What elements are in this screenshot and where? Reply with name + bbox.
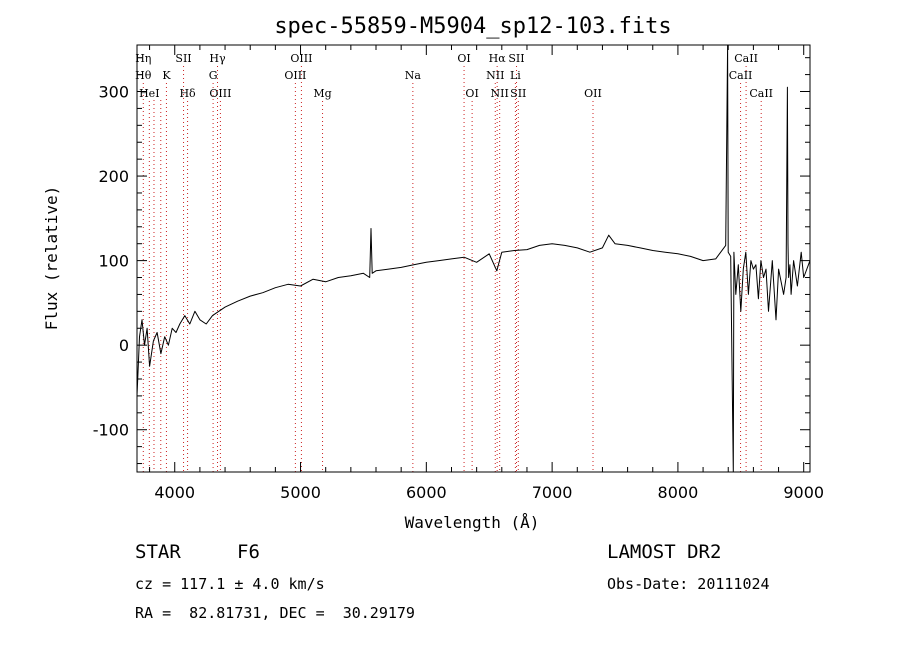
plot-frame bbox=[136, 44, 811, 473]
y-tick-label-0: -100 bbox=[93, 421, 129, 440]
x-axis-ticks: 4000 5000 6000 7000 8000 9000 bbox=[149, 45, 824, 502]
line-label-18-0: NII bbox=[491, 87, 509, 100]
redshift-readout: cz = 117.1 ± 4.0 km/s bbox=[135, 575, 325, 593]
y-tick-label-2: 100 bbox=[98, 252, 129, 271]
object-class: STAR bbox=[135, 541, 181, 563]
line-label-11-0: OIII bbox=[290, 52, 312, 65]
line-label-13-0: Na bbox=[405, 69, 422, 82]
line-label-23-0: CaII bbox=[729, 69, 753, 82]
line-label-0-0: Hη bbox=[135, 52, 151, 65]
line-label-12-0: Mg bbox=[313, 87, 331, 100]
x-tick-label-0: 4000 bbox=[154, 483, 195, 502]
x-axis-label: Wavelength (Å) bbox=[405, 513, 540, 532]
line-label-16-0: NII bbox=[486, 69, 504, 82]
line-label-5-0: SII bbox=[175, 52, 191, 65]
line-label-1-0: HeI bbox=[139, 87, 159, 100]
line-label-17-0: Hα bbox=[489, 52, 507, 65]
line-label-24-0: CaII bbox=[734, 52, 758, 65]
x-tick-label-3: 7000 bbox=[532, 483, 573, 502]
line-label-6-0: Hδ bbox=[179, 87, 196, 100]
y-tick-label-1: 0 bbox=[119, 336, 129, 355]
line-label-15-0: OI bbox=[465, 87, 478, 100]
line-label-14-0: OI bbox=[457, 52, 470, 65]
line-label-25-0: CaII bbox=[749, 87, 773, 100]
spectrum-line-0 bbox=[136, 44, 811, 473]
line-label-10-0: OIII bbox=[284, 69, 306, 82]
object-subclass: F6 bbox=[237, 541, 260, 563]
survey-name: LAMOST DR2 bbox=[607, 541, 722, 563]
line-label-20-0: SII bbox=[508, 52, 524, 65]
spectrum-series bbox=[136, 44, 811, 473]
y-tick-label-4: 300 bbox=[98, 83, 129, 102]
spectral-line-markers bbox=[142, 66, 762, 472]
line-label-7-0: G bbox=[209, 69, 218, 82]
x-tick-label-4: 8000 bbox=[658, 483, 699, 502]
chart-title: spec-55859-M5904_sp12-103.fits bbox=[274, 14, 671, 39]
line-label-9-0: OIII bbox=[209, 87, 231, 100]
coordinates-readout: RA = 82.81731, DEC = 30.29179 bbox=[135, 604, 415, 622]
line-label-0-1: Hθ bbox=[135, 69, 152, 82]
x-tick-label-5: 9000 bbox=[783, 483, 824, 502]
line-label-4-0: K bbox=[162, 69, 171, 82]
line-label-21-0: SII bbox=[510, 87, 526, 100]
line-label-8-0: Hγ bbox=[209, 52, 226, 65]
y-tick-label-3: 200 bbox=[98, 167, 129, 186]
x-tick-label-1: 5000 bbox=[280, 483, 321, 502]
observation-date: Obs-Date: 20111024 bbox=[607, 575, 770, 593]
line-label-22-0: OII bbox=[584, 87, 602, 100]
line-label-19-0: Li bbox=[510, 69, 521, 82]
y-axis-ticks: -100 0 100 200 300 bbox=[93, 57, 810, 465]
x-tick-label-2: 6000 bbox=[406, 483, 447, 502]
y-axis-label: Flux (relative) bbox=[42, 186, 61, 331]
